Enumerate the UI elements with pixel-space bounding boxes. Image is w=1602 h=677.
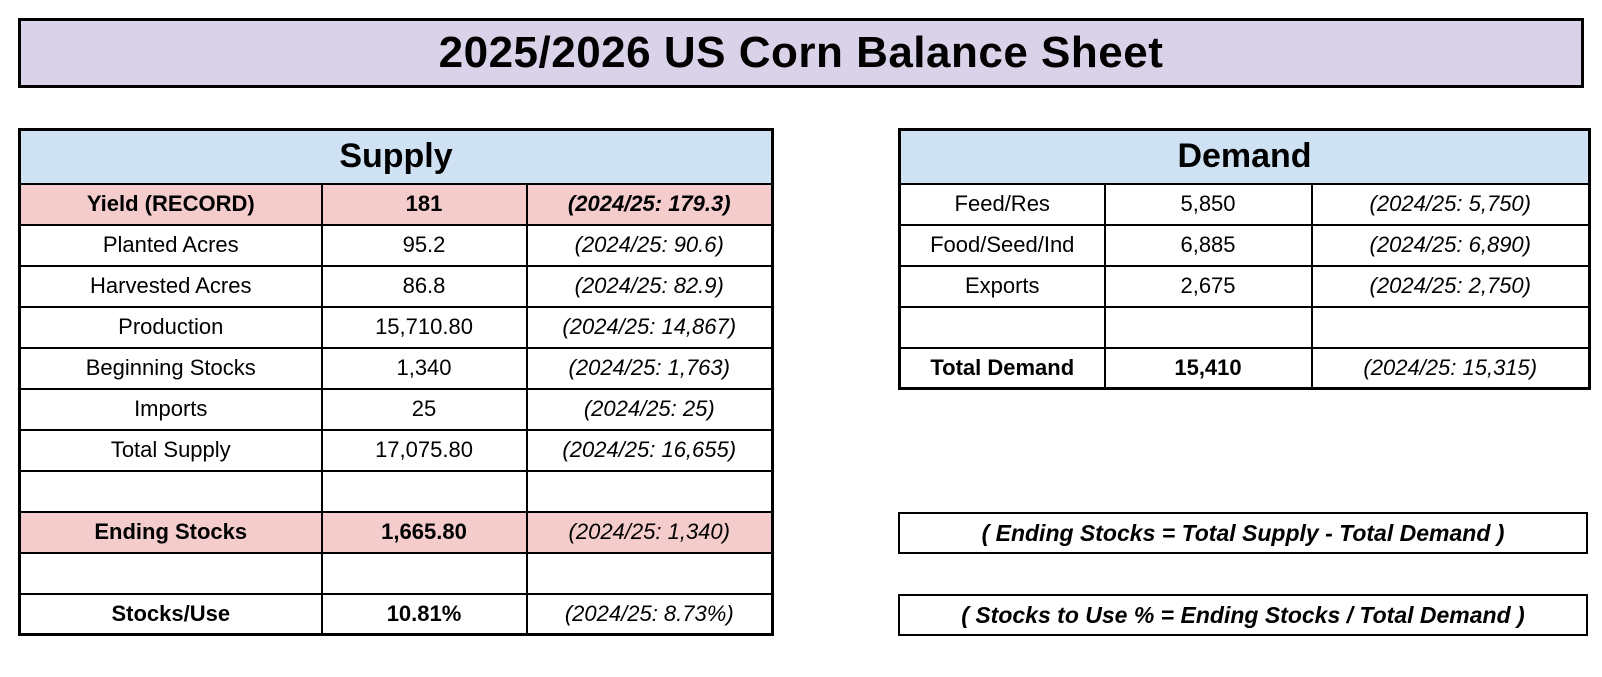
row-value: 10.81%	[320, 592, 528, 636]
row-prior: (2024/25: 15,315)	[1310, 346, 1591, 390]
table-row-food-seed-ind: Food/Seed/Ind 6,885 (2024/25: 6,890)	[898, 223, 1591, 267]
formula-note-stocks-to-use: ( Stocks to Use % = Ending Stocks / Tota…	[898, 594, 1588, 636]
row-prior: (2024/25: 1,763)	[525, 346, 774, 390]
row-value: 6,885	[1103, 223, 1313, 267]
table-row-exports: Exports 2,675 (2024/25: 2,750)	[898, 264, 1591, 308]
row-value	[320, 469, 528, 513]
supply-header-row: Supply	[18, 128, 774, 185]
table-row-spacer	[18, 469, 774, 513]
supply-table: Supply Yield (RECORD) 181 (2024/25: 179.…	[18, 128, 774, 636]
row-label	[18, 469, 323, 513]
table-row-total-supply: Total Supply 17,075.80 (2024/25: 16,655)	[18, 428, 774, 472]
table-row-total-demand: Total Demand 15,410 (2024/25: 15,315)	[898, 346, 1591, 390]
table-row-spacer	[18, 551, 774, 595]
row-value: 15,710.80	[320, 305, 528, 349]
row-value	[320, 551, 528, 595]
row-label: Harvested Acres	[18, 264, 323, 308]
formula-note-ending-stocks: ( Ending Stocks = Total Supply - Total D…	[898, 512, 1588, 554]
row-value: 1,340	[320, 346, 528, 390]
row-prior: (2024/25: 14,867)	[525, 305, 774, 349]
demand-table: Demand Feed/Res 5,850 (2024/25: 5,750) F…	[898, 128, 1592, 390]
row-value	[1103, 305, 1313, 349]
row-label: Production	[18, 305, 323, 349]
row-value: 2,675	[1103, 264, 1313, 308]
row-label: Stocks/Use	[18, 592, 323, 636]
table-row-stocks-use: Stocks/Use 10.81% (2024/25: 8.73%)	[18, 592, 774, 636]
row-label	[18, 551, 323, 595]
row-value: 181	[320, 182, 528, 226]
row-label: Beginning Stocks	[18, 346, 323, 390]
row-prior: (2024/25: 179.3)	[525, 182, 774, 226]
row-prior: (2024/25: 5,750)	[1310, 182, 1591, 226]
row-value: 15,410	[1103, 346, 1313, 390]
row-prior: (2024/25: 16,655)	[525, 428, 774, 472]
row-prior: (2024/25: 6,890)	[1310, 223, 1591, 267]
table-row-planted-acres: Planted Acres 95.2 (2024/25: 90.6)	[18, 223, 774, 267]
table-row-imports: Imports 25 (2024/25: 25)	[18, 387, 774, 431]
row-prior: (2024/25: 82.9)	[525, 264, 774, 308]
table-row-feed-res: Feed/Res 5,850 (2024/25: 5,750)	[898, 182, 1591, 226]
row-prior	[1310, 305, 1591, 349]
row-label: Feed/Res	[898, 182, 1106, 226]
row-label: Total Demand	[898, 346, 1106, 390]
row-label: Exports	[898, 264, 1106, 308]
row-prior: (2024/25: 1,340)	[525, 510, 774, 554]
row-prior: (2024/25: 2,750)	[1310, 264, 1591, 308]
row-prior: (2024/25: 25)	[525, 387, 774, 431]
row-prior: (2024/25: 8.73%)	[525, 592, 774, 636]
row-value: 17,075.80	[320, 428, 528, 472]
row-prior	[525, 551, 774, 595]
row-label: Imports	[18, 387, 323, 431]
row-prior	[525, 469, 774, 513]
table-row-yield: Yield (RECORD) 181 (2024/25: 179.3)	[18, 182, 774, 226]
table-row-ending-stocks: Ending Stocks 1,665.80 (2024/25: 1,340)	[18, 510, 774, 554]
row-value: 95.2	[320, 223, 528, 267]
row-value: 5,850	[1103, 182, 1313, 226]
row-label: Yield (RECORD)	[18, 182, 323, 226]
row-prior: (2024/25: 90.6)	[525, 223, 774, 267]
row-label	[898, 305, 1106, 349]
table-row-spacer	[898, 305, 1591, 349]
row-label: Total Supply	[18, 428, 323, 472]
row-label: Food/Seed/Ind	[898, 223, 1106, 267]
table-row-beginning-stocks: Beginning Stocks 1,340 (2024/25: 1,763)	[18, 346, 774, 390]
demand-header: Demand	[898, 128, 1591, 185]
table-row-production: Production 15,710.80 (2024/25: 14,867)	[18, 305, 774, 349]
supply-header: Supply	[18, 128, 774, 185]
page-title: 2025/2026 US Corn Balance Sheet	[18, 18, 1584, 88]
row-label: Ending Stocks	[18, 510, 323, 554]
row-value: 1,665.80	[320, 510, 528, 554]
table-row-harvested-acres: Harvested Acres 86.8 (2024/25: 82.9)	[18, 264, 774, 308]
row-label: Planted Acres	[18, 223, 323, 267]
demand-header-row: Demand	[898, 128, 1591, 185]
row-value: 25	[320, 387, 528, 431]
row-value: 86.8	[320, 264, 528, 308]
